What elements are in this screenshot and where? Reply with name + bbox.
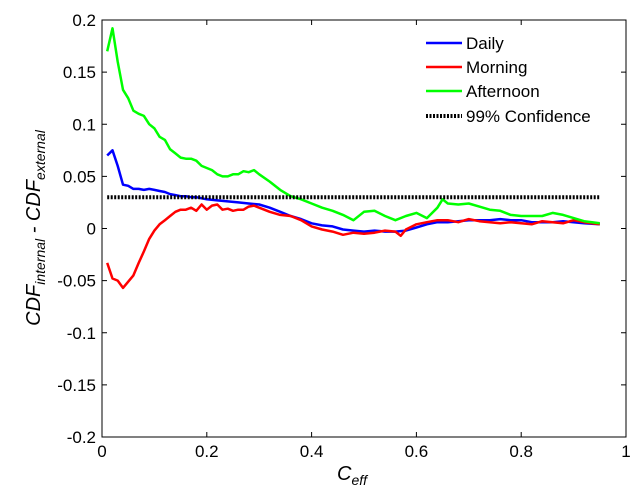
- x-axis-label: Ceff: [337, 463, 369, 488]
- y-tick-label: -0.05: [57, 272, 96, 291]
- y-axis-label-main2: CDF: [23, 178, 45, 221]
- x-tick-label: 1: [621, 442, 630, 461]
- x-tick-label: 0.6: [405, 442, 429, 461]
- plot-area: [101, 19, 627, 438]
- y-tick-label: -0.15: [57, 376, 96, 395]
- y-tick-label: -0.1: [67, 324, 96, 343]
- legend-label-confidence: 99% Confidence: [466, 107, 591, 126]
- series-line-afternoon: [105, 27, 600, 225]
- y-axis-label: CDFinternal - CDFexternal: [23, 129, 48, 326]
- legend-label-afternoon: Afternoon: [466, 82, 540, 101]
- y-tick-label: 0.15: [63, 63, 96, 82]
- y-tick-label: 0.1: [72, 115, 96, 134]
- x-axis-label-main: C: [337, 463, 352, 485]
- y-tick-label: 0: [87, 220, 96, 239]
- x-tick-label: 0: [97, 442, 106, 461]
- x-tick-label: 0.2: [195, 442, 219, 461]
- series-line-morning: [106, 203, 600, 290]
- x-tick-label: 0.4: [300, 442, 324, 461]
- x-tick-label: 0.8: [509, 442, 533, 461]
- ticks-layer: 0 0.2 0.4 0.6 0.8 1 -0.2 -0.15 -0.1 -0.05 0 0.05 0.1…: [57, 11, 630, 461]
- y-axis-label-sub2: external: [32, 129, 48, 180]
- legend-label-morning: Morning: [466, 58, 527, 77]
- y-tick-label: 0.05: [63, 167, 96, 186]
- y-axis-label-sep: -: [23, 221, 45, 239]
- y-tick-label: 0.2: [72, 11, 96, 30]
- legend: Daily Morning Afternoon 99% Confidence: [426, 34, 591, 126]
- y-axis-label-sub1: internal: [32, 238, 48, 285]
- y-axis-label-main1: CDF: [23, 283, 45, 326]
- legend-label-daily: Daily: [466, 34, 504, 53]
- series-layer: [105, 27, 600, 290]
- x-axis-label-sub: eff: [351, 472, 369, 488]
- y-tick-label: -0.2: [67, 428, 96, 447]
